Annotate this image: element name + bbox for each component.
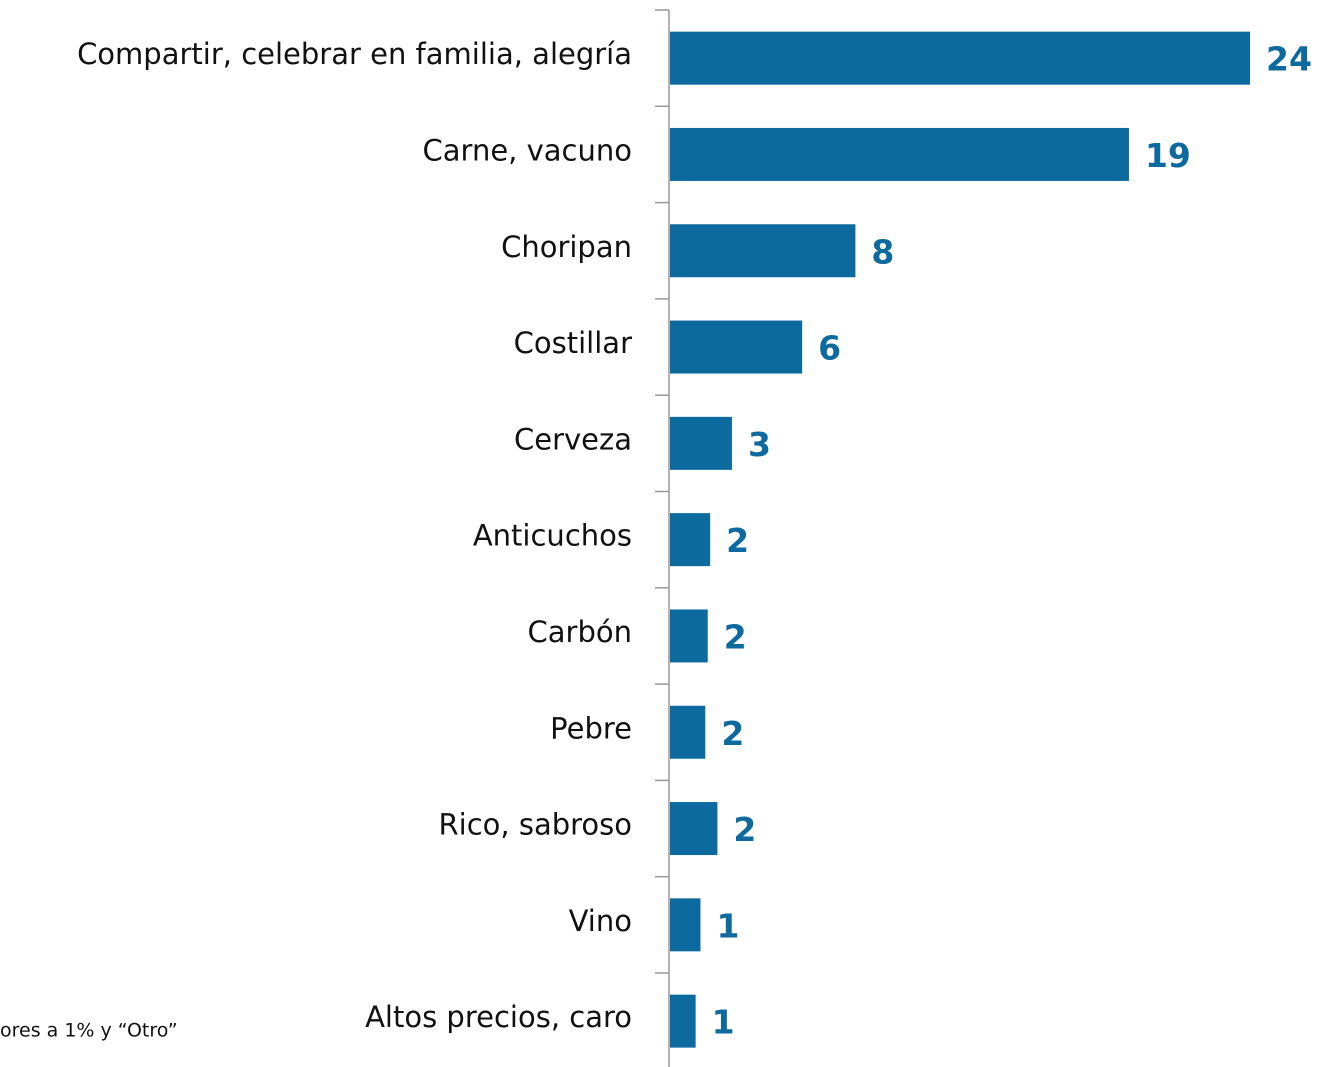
bar	[670, 513, 711, 567]
category-label: Carne, vacuno	[423, 133, 632, 167]
category-label: Costillar	[514, 326, 632, 360]
footnote: ores a 1% y “Otro”	[0, 1020, 178, 1042]
bar	[670, 705, 706, 759]
value-label: 2	[724, 617, 747, 656]
value-label: 6	[818, 329, 841, 368]
value-label: 8	[871, 232, 894, 271]
category-label: Vino	[569, 904, 632, 938]
bar	[670, 898, 701, 952]
category-label: Carbón	[528, 615, 632, 649]
category-label: Pebre	[550, 711, 632, 745]
category-label: Cerveza	[514, 422, 632, 456]
bar	[670, 416, 732, 470]
category-label: Rico, sabroso	[439, 808, 633, 842]
bar	[670, 609, 708, 663]
category-label: Choripan	[501, 230, 632, 264]
value-label: 2	[733, 810, 756, 849]
bar	[670, 127, 1129, 181]
value-label: 2	[721, 714, 744, 753]
bar	[670, 320, 803, 374]
value-label: 2	[726, 521, 749, 560]
category-label: Anticuchos	[473, 519, 632, 553]
value-label: 19	[1145, 136, 1191, 175]
bar	[670, 224, 856, 278]
value-label: 24	[1266, 40, 1312, 79]
value-label: 1	[712, 1003, 735, 1042]
bar	[670, 802, 718, 856]
bar	[670, 994, 696, 1048]
bar	[670, 31, 1250, 85]
category-label: Compartir, celebrar en familia, alegría	[77, 37, 632, 71]
category-label: Altos precios, caro	[365, 1000, 632, 1034]
value-label: 1	[716, 906, 739, 945]
value-label: 3	[748, 425, 771, 464]
